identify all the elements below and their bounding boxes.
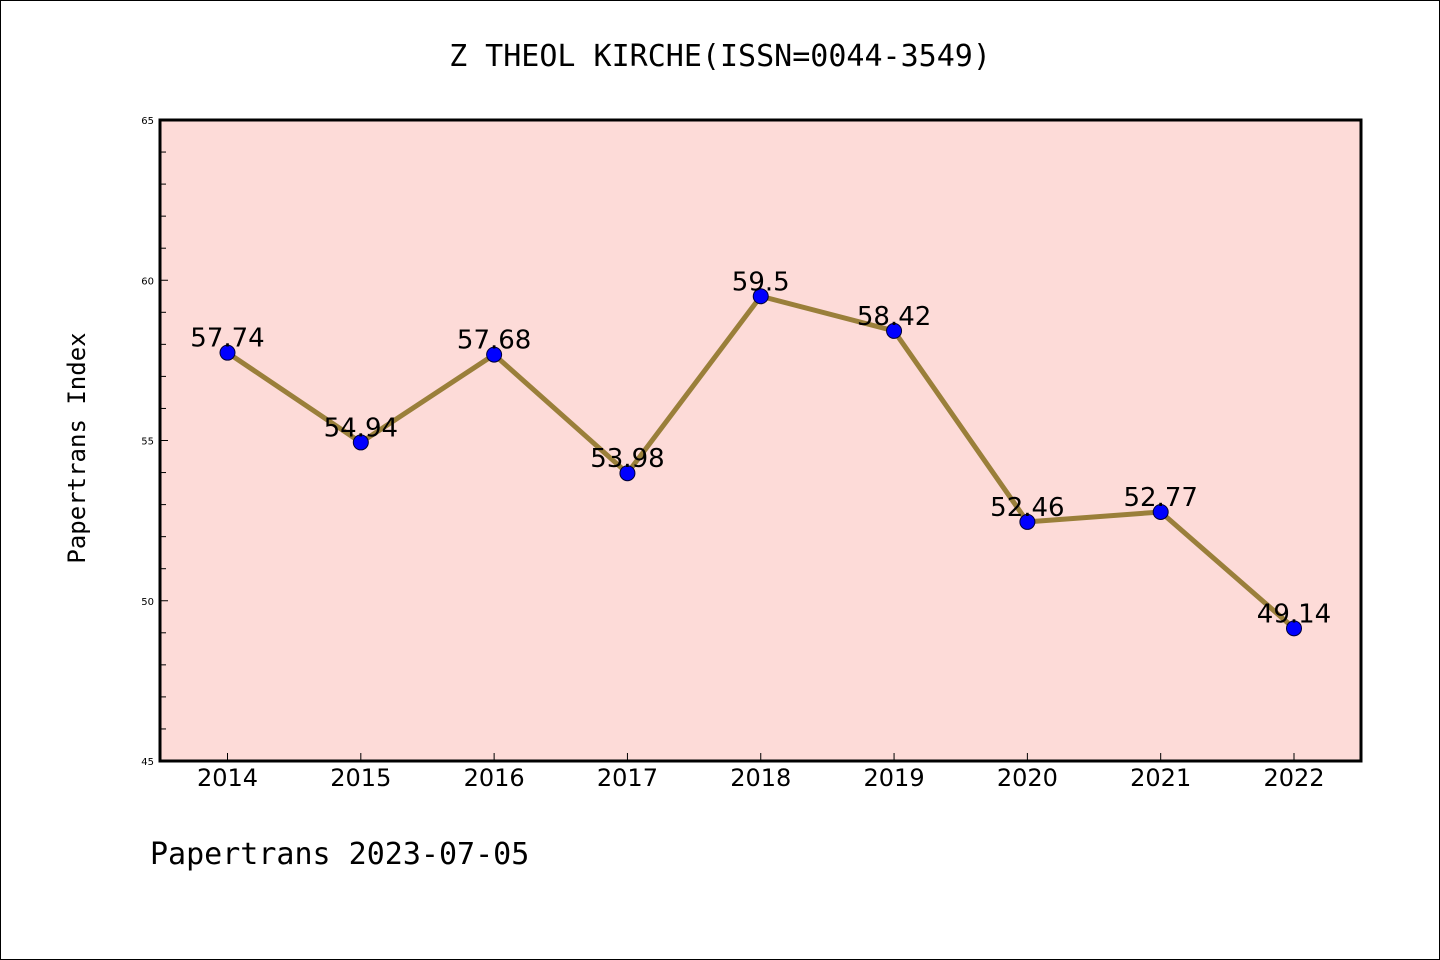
y-tick-label: 60: [141, 276, 154, 287]
data-label: 57.68: [457, 326, 531, 356]
data-label: 58.42: [857, 302, 931, 332]
series-layer: 57.74 54.94 57.68 53.98 59.5 58.42 52.46 52.77 4…: [190, 267, 1331, 637]
data-label: 49.14: [1257, 599, 1331, 629]
x-tick-label: 2019: [864, 764, 925, 792]
x-tick-label: 2018: [730, 764, 791, 792]
data-point: [1019, 513, 1036, 530]
data-point: [352, 434, 369, 451]
data-point: [1152, 503, 1169, 520]
data-point: [1286, 620, 1302, 637]
data-point: [619, 465, 636, 482]
x-tick-label: 2015: [330, 764, 391, 792]
data-label: 57.74: [190, 324, 264, 354]
y-tick-label: 55: [141, 437, 154, 448]
x-axis-ticks: 2014 2015 2016 2017 2018 2019 2020 2021 2022: [197, 753, 1325, 792]
data-label: 53.98: [590, 444, 664, 474]
y-axis-ticks: 45 50 55 60 65: [141, 116, 168, 768]
data-label: 52.46: [990, 493, 1064, 523]
x-tick-label: 2020: [997, 764, 1058, 792]
x-tick-label: 2022: [1263, 764, 1324, 792]
chart-title: Z THEOL KIRCHE(ISSN=0044-3549): [449, 39, 991, 74]
data-point: [486, 346, 503, 363]
y-axis-label: Papertrans Index: [63, 332, 91, 563]
y-tick-label: 45: [141, 757, 154, 768]
data-label: 52.77: [1123, 483, 1197, 513]
x-tick-label: 2014: [197, 764, 258, 792]
x-tick-label: 2016: [464, 764, 525, 792]
data-label: 54.94: [324, 413, 398, 443]
data-point: [886, 322, 903, 339]
x-tick-label: 2017: [597, 764, 658, 792]
data-point: [219, 344, 236, 361]
y-tick-label: 50: [141, 597, 154, 608]
footer-source-date: Papertrans 2023-07-05: [150, 837, 529, 872]
data-label: 59.5: [732, 267, 790, 297]
x-tick-label: 2021: [1130, 764, 1191, 792]
data-point: [752, 288, 769, 305]
y-tick-label: 65: [141, 116, 154, 127]
